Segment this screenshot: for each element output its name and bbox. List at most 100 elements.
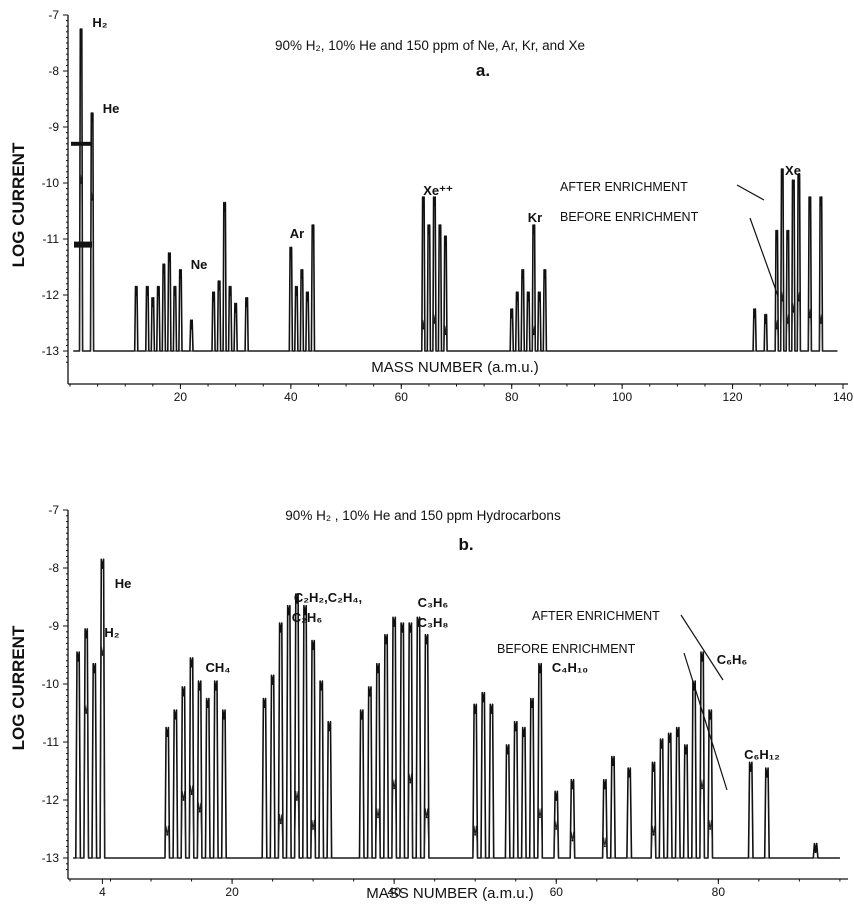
after-peak-point [328, 729, 331, 732]
before-peak-point [312, 828, 314, 830]
after-peak-point [174, 294, 176, 296]
peak-label-h2: H₂ [92, 15, 107, 30]
after-peak-point [668, 741, 671, 743]
after-peak-point [685, 752, 687, 755]
after-peak-point [401, 630, 404, 633]
panel-a-xlabel: MASS NUMBER (a.m.u.) [371, 359, 539, 376]
after-peak-point [433, 204, 436, 207]
after-peak-point [385, 642, 387, 645]
after-peak-point [571, 787, 574, 790]
trace-before-enrichment [73, 645, 840, 859]
y-tick-label: -8 [48, 561, 59, 575]
before-peak-point [652, 833, 655, 836]
after-peak-point [206, 706, 209, 709]
panel-b-after-arrow [680, 614, 724, 681]
peak-label-he: He [103, 101, 120, 116]
before-peak-point [701, 787, 703, 790]
y-tick-label: -12 [42, 793, 60, 807]
after-peak-point [377, 671, 379, 674]
before-peak-point [532, 333, 535, 336]
after-peak-point [229, 294, 232, 296]
y-tick-label: -8 [48, 64, 59, 78]
peak-label-ar: Ar [290, 226, 304, 241]
after-peak-point [174, 717, 177, 720]
before-peak-point [198, 810, 201, 813]
peak-label-c4h10: C₄H₁₀ [552, 660, 588, 675]
after-peak-point [527, 299, 530, 302]
after-peak-point [157, 294, 160, 296]
y-tick-label: -7 [48, 8, 59, 22]
after-peak-point [764, 322, 767, 324]
peak-label-c2-line2: C₂H₆ [292, 610, 323, 625]
peak-label-kr: Kr [528, 210, 542, 225]
peak-label-xe: Xe [785, 163, 801, 178]
after-peak-point [290, 254, 292, 257]
after-peak-point [820, 204, 822, 207]
after-peak-point [304, 613, 306, 616]
after-peak-point [709, 717, 712, 720]
x-tick-label: 40 [284, 390, 298, 404]
after-peak-point [753, 316, 756, 319]
panel-a-before-label: BEFORE ENRICHMENT [560, 210, 699, 224]
after-peak-point [168, 260, 171, 263]
after-peak-point [218, 288, 221, 291]
after-peak-point [781, 176, 784, 179]
after-peak-point [182, 694, 185, 697]
after-peak-point [792, 187, 795, 190]
peak-label-c3h8: C₃H₈ [418, 615, 449, 630]
before-peak-point [85, 712, 88, 714]
after-peak-point [439, 232, 441, 235]
after-peak-point [701, 659, 703, 662]
panel-a: 90% H₂, 10% He and 150 ppm of Ne, Ar, Kr… [9, 8, 853, 404]
after-peak-point [212, 299, 215, 302]
peak-label-ch4: CH₄ [206, 660, 231, 675]
y-tick-label: -11 [43, 232, 60, 246]
after-peak-point [422, 204, 425, 207]
x-tick-label: 20 [225, 885, 239, 899]
after-peak-point [612, 764, 614, 767]
y-tick-label: -13 [42, 344, 60, 358]
before-peak-point [474, 833, 477, 836]
panel-b-traces [73, 558, 840, 859]
after-peak-point [628, 775, 631, 778]
x-tick-label: 40 [387, 885, 401, 899]
after-peak-point [506, 752, 509, 755]
after-peak-point [538, 299, 541, 302]
before-peak-point [422, 327, 425, 330]
after-peak-point [190, 327, 193, 330]
after-peak-point [786, 238, 789, 240]
x-tick-label: 20 [174, 390, 188, 404]
after-peak-point [522, 735, 525, 738]
he-background-ledge [74, 241, 92, 248]
after-peak-point [417, 625, 420, 627]
before-peak-point [820, 322, 822, 324]
x-tick-label: 140 [833, 390, 853, 404]
y-tick-label: -7 [48, 503, 59, 517]
before-peak-point [80, 182, 82, 184]
after-peak-point [693, 688, 695, 691]
after-peak-point [306, 299, 309, 302]
before-peak-point [393, 787, 396, 790]
after-peak-point [660, 746, 663, 749]
peak-label-h2-b: H₂ [104, 625, 119, 640]
after-peak-point [514, 729, 517, 732]
panel-a-after-arrow [736, 184, 765, 201]
after-peak-point [809, 204, 811, 207]
before-peak-point [182, 799, 185, 801]
after-peak-point [797, 182, 800, 184]
after-peak-point [532, 232, 535, 235]
after-peak-point [428, 232, 430, 235]
after-peak-point [516, 299, 519, 302]
after-peak-point [490, 712, 493, 714]
after-peak-point [234, 310, 237, 313]
before-peak-point [101, 654, 104, 656]
panel-b-ylabel: LOG CURRENT [9, 625, 28, 750]
after-peak-point [312, 232, 314, 235]
before-peak-point [296, 799, 298, 801]
panel-b-xlabel: MASS NUMBER (a.m.u.) [366, 885, 534, 902]
after-peak-point [135, 294, 138, 296]
peak-label-xe-double: Xe⁺⁺ [423, 183, 453, 198]
before-peak-point [377, 816, 379, 819]
before-peak-point [571, 839, 574, 842]
